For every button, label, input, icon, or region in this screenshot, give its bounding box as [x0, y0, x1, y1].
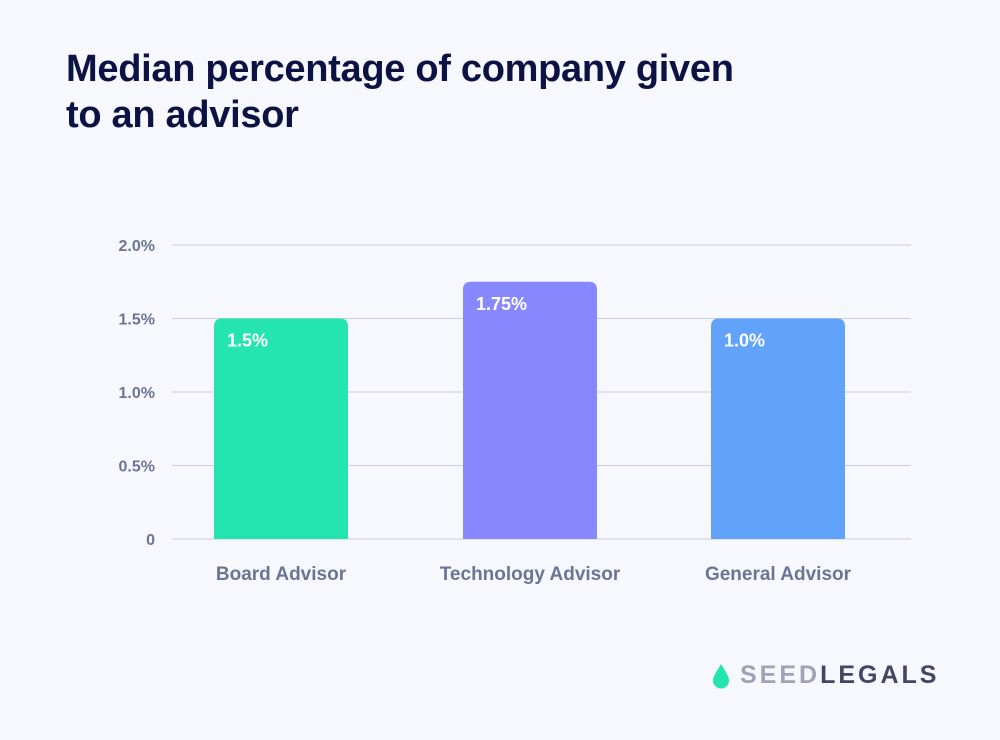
seedlegals-logo: SEEDLEGALS: [712, 661, 940, 690]
data-label: 1.0%: [724, 331, 765, 351]
y-tick-label: 2.0%: [119, 238, 155, 255]
bar: [711, 318, 845, 539]
logo-text-seed: SEED: [740, 661, 821, 689]
y-tick-label: 1.5%: [119, 312, 155, 329]
data-label: 1.75%: [476, 294, 527, 314]
chart-title: Median percentage of company given to an…: [66, 48, 734, 136]
x-category-label: Technology Advisor: [440, 564, 621, 585]
y-tick-label: 0: [146, 532, 155, 549]
bar: [214, 318, 348, 539]
droplet-icon: [713, 663, 729, 688]
y-tick-label: 1.0%: [119, 385, 155, 402]
x-category-label: General Advisor: [705, 564, 852, 585]
y-tick-label: 0.5%: [119, 459, 155, 476]
bar: [463, 281, 597, 539]
logo-text-legals: LEGALS: [820, 661, 940, 689]
data-label: 1.5%: [227, 331, 268, 351]
x-category-label: Board Advisor: [216, 564, 347, 585]
